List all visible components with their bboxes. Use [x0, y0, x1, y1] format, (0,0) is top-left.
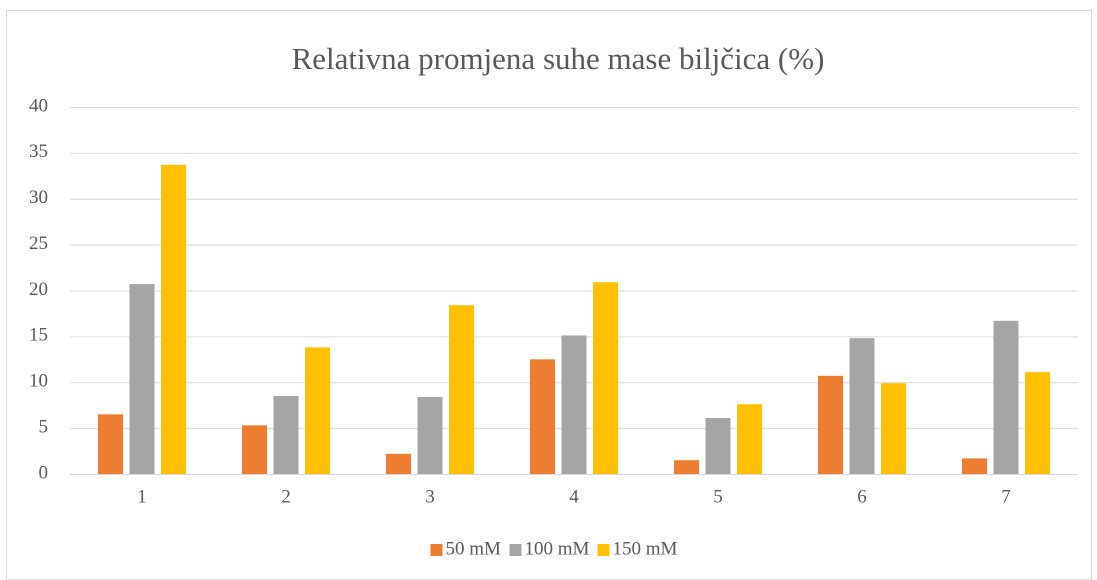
- bar: [98, 414, 123, 474]
- bar: [881, 383, 906, 474]
- bar: [242, 425, 267, 474]
- y-tick-label: 0: [39, 462, 49, 483]
- x-tick-label: 7: [1001, 486, 1011, 507]
- x-tick-label: 6: [857, 486, 867, 507]
- bar: [273, 396, 299, 474]
- chart-title: Relativna promjena suhe mase biljčica (%…: [292, 41, 825, 76]
- y-tick-label: 20: [29, 279, 48, 300]
- chart-border: [6, 10, 1092, 580]
- bar: [561, 335, 587, 474]
- bar: [129, 284, 155, 474]
- y-tick-label: 25: [29, 233, 48, 254]
- bar: [449, 305, 474, 474]
- bar: [386, 453, 411, 474]
- y-tick-label: 30: [29, 187, 48, 208]
- bar: [818, 375, 843, 474]
- y-tick-label: 40: [29, 95, 48, 116]
- legend-swatch: [509, 544, 522, 556]
- bar: [593, 282, 618, 474]
- x-tick-label: 1: [137, 486, 147, 507]
- bar: [161, 164, 186, 475]
- y-tick-label: 35: [29, 141, 48, 162]
- legend-label: 50 mM: [446, 538, 502, 559]
- x-tick-label: 5: [713, 486, 723, 507]
- bar: [705, 418, 731, 474]
- x-tick-label: 2: [281, 486, 291, 507]
- legend-swatch: [430, 544, 443, 556]
- bar: [305, 347, 330, 474]
- bar: [962, 458, 987, 474]
- y-tick-label: 5: [39, 416, 49, 437]
- bar: [737, 404, 762, 474]
- bar: [993, 320, 1019, 474]
- legend-swatch: [597, 544, 610, 556]
- bar: [674, 460, 699, 474]
- bar: [1025, 372, 1050, 474]
- x-tick-label: 4: [569, 486, 579, 507]
- y-tick-label: 10: [29, 371, 48, 392]
- legend-label: 150 mM: [613, 538, 678, 559]
- bar: [417, 396, 443, 474]
- bar: [530, 359, 555, 474]
- x-tick-label: 3: [425, 486, 435, 507]
- legend-label: 100 mM: [525, 538, 590, 559]
- bar: [849, 338, 875, 474]
- y-tick-label: 15: [29, 325, 48, 346]
